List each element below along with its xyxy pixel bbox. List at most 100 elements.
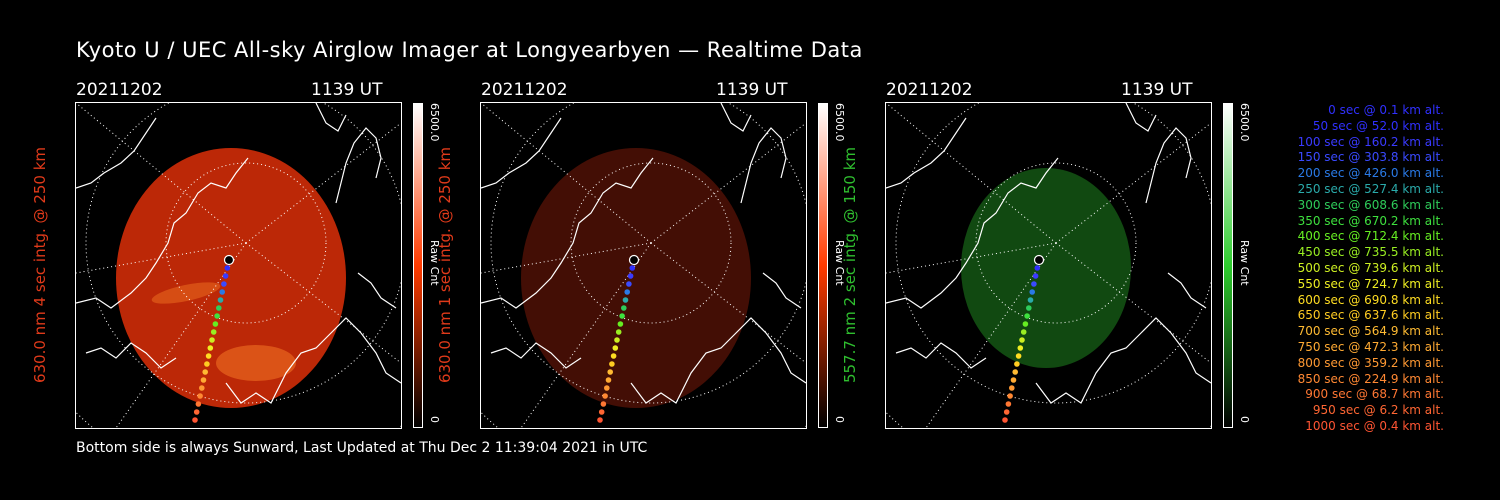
colorbar-min: 0 bbox=[428, 416, 441, 423]
trajectory-point bbox=[609, 361, 615, 367]
legend-item: 950 sec @ 6.2 km alt. bbox=[1312, 403, 1444, 418]
trajectory-point bbox=[1005, 401, 1012, 407]
trajectory-point bbox=[1027, 297, 1034, 303]
allsky-image bbox=[75, 102, 402, 429]
trajectory-point bbox=[216, 305, 222, 311]
legend-item: 350 sec @ 670.2 km alt. bbox=[1297, 213, 1444, 228]
trajectory-point bbox=[1024, 313, 1030, 319]
panel-ylabel: 630.0 nm 1 sec intg. @ 250 km bbox=[436, 146, 454, 384]
legend-item: 800 sec @ 359.2 km alt. bbox=[1297, 355, 1444, 370]
panel-557nm-2sec: 20211202 1139 UT 557.7 nm 2 sec intg. @ … bbox=[841, 80, 1306, 430]
trajectory-point bbox=[214, 313, 220, 319]
legend-item: 250 sec @ 527.4 km alt. bbox=[1297, 181, 1444, 196]
legend-item: 200 sec @ 426.0 km alt. bbox=[1297, 166, 1444, 181]
legend-item: 1000 sec @ 0.4 km alt. bbox=[1305, 418, 1444, 433]
trajectory-point bbox=[192, 417, 198, 423]
legend-item: 700 sec @ 564.9 km alt. bbox=[1297, 324, 1444, 339]
trajectory-point bbox=[200, 377, 207, 383]
panel-630nm-1sec: 20211202 1139 UT 630.0 nm 1 sec intg. @ … bbox=[436, 80, 901, 430]
trajectory-point bbox=[621, 305, 627, 311]
allsky-image bbox=[480, 102, 807, 429]
trajectory-point bbox=[1022, 321, 1029, 327]
footer-note: Bottom side is always Sunward, Last Upda… bbox=[76, 440, 648, 456]
trajectory-point bbox=[219, 289, 225, 295]
colorbar bbox=[413, 103, 423, 428]
trajectory-point bbox=[199, 385, 205, 391]
trajectory-point bbox=[1002, 417, 1008, 423]
panel-date: 20211202 bbox=[886, 80, 973, 100]
legend-item: 150 sec @ 303.8 km alt. bbox=[1297, 150, 1444, 165]
trajectory-point bbox=[209, 337, 215, 343]
trajectory-point bbox=[604, 385, 610, 391]
panel-ylabel: 557.7 nm 2 sec intg. @ 150 km bbox=[841, 146, 859, 384]
legend-item: 600 sec @ 690.8 km alt. bbox=[1297, 292, 1444, 307]
legend-item: 550 sec @ 724.7 km alt. bbox=[1297, 276, 1444, 291]
trajectory-point bbox=[1015, 353, 1022, 359]
trajectory-point bbox=[207, 345, 214, 351]
legend-item: 850 sec @ 224.9 km alt. bbox=[1297, 371, 1444, 386]
trajectory-point bbox=[602, 393, 608, 399]
trajectory-point bbox=[1034, 265, 1041, 271]
trajectory-point bbox=[624, 289, 630, 295]
trajectory-point bbox=[1031, 281, 1037, 287]
legend-item: 100 sec @ 160.2 km alt. bbox=[1297, 134, 1444, 149]
colorbar-label: Raw Cnt bbox=[1238, 240, 1251, 286]
trajectory-point bbox=[622, 297, 629, 303]
trajectory-point bbox=[1019, 337, 1025, 343]
trajectory-point bbox=[1026, 305, 1032, 311]
trajectory-point bbox=[210, 329, 217, 335]
legend-item: 50 sec @ 52.0 km alt. bbox=[1312, 118, 1444, 133]
trajectory-point bbox=[610, 353, 617, 359]
page-title: Kyoto U / UEC All-sky Airglow Imager at … bbox=[76, 38, 863, 62]
trajectory-point bbox=[1029, 289, 1035, 295]
trajectory-point bbox=[617, 321, 624, 327]
trajectory-point bbox=[626, 281, 632, 287]
colorbar bbox=[1223, 103, 1233, 428]
legend-item: 750 sec @ 472.3 km alt. bbox=[1297, 339, 1444, 354]
trajectory-point bbox=[597, 417, 603, 423]
trajectory-point bbox=[217, 297, 224, 303]
trajectory-point bbox=[1020, 329, 1027, 335]
trajectory-point bbox=[615, 329, 622, 335]
colorbar-max: 6500.0 bbox=[833, 103, 846, 142]
panel-630nm-4sec: 20211202 1139 UT 630.0 nm 4 sec intg. @ … bbox=[31, 80, 496, 430]
colorbar-label: Raw Cnt bbox=[428, 240, 441, 286]
trajectory-point bbox=[614, 337, 620, 343]
trajectory-point bbox=[1007, 393, 1013, 399]
trajectory-point bbox=[612, 345, 619, 351]
trajectory-point bbox=[1012, 369, 1018, 375]
legend-item: 300 sec @ 608.6 km alt. bbox=[1297, 197, 1444, 212]
trajectory-point bbox=[222, 273, 229, 279]
legend-item: 450 sec @ 735.5 km alt. bbox=[1297, 245, 1444, 260]
trajectory-point bbox=[619, 313, 625, 319]
trajectory-point bbox=[598, 409, 605, 415]
trajectory-point bbox=[607, 369, 613, 375]
trajectory-legend: 0 sec @ 0.1 km alt. 50 sec @ 52.0 km alt… bbox=[1262, 103, 1444, 435]
trajectory-point bbox=[193, 409, 200, 415]
colorbar-max: 6500.0 bbox=[1238, 103, 1251, 142]
trajectory-point bbox=[1032, 273, 1039, 279]
trajectory-point bbox=[202, 369, 208, 375]
trajectory-point bbox=[205, 353, 212, 359]
trajectory-point bbox=[221, 281, 227, 287]
trajectory-point bbox=[1014, 361, 1020, 367]
trajectory-point bbox=[628, 254, 640, 266]
legend-item: 400 sec @ 712.4 km alt. bbox=[1297, 229, 1444, 244]
panel-ylabel: 630.0 nm 4 sec intg. @ 250 km bbox=[31, 146, 49, 384]
colorbar-label: Raw Cnt bbox=[833, 240, 846, 286]
trajectory-point bbox=[1010, 377, 1017, 383]
trajectory-point bbox=[1033, 254, 1045, 266]
allsky-image bbox=[885, 102, 1212, 429]
legend-item: 650 sec @ 637.6 km alt. bbox=[1297, 308, 1444, 323]
colorbar-min: 0 bbox=[1238, 416, 1251, 423]
legend-item: 900 sec @ 68.7 km alt. bbox=[1305, 387, 1444, 402]
colorbar-max: 6500.0 bbox=[428, 103, 441, 142]
panel-time: 1139 UT bbox=[1121, 80, 1193, 100]
trajectory-point bbox=[1017, 345, 1024, 351]
colorbar bbox=[818, 103, 828, 428]
trajectory-point bbox=[223, 254, 235, 266]
panel-date: 20211202 bbox=[76, 80, 163, 100]
trajectory-point bbox=[1003, 409, 1010, 415]
trajectory-point bbox=[224, 265, 231, 271]
trajectory-point bbox=[1009, 385, 1015, 391]
